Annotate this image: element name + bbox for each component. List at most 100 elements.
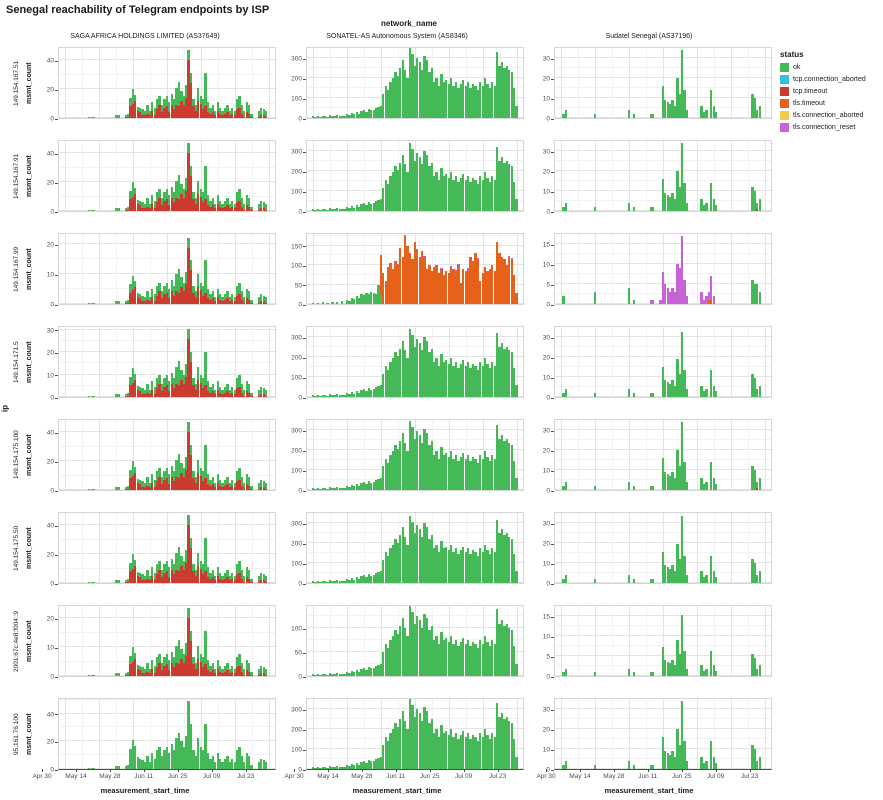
- bar-segment-ok: [336, 114, 339, 118]
- bar-segment-ok: [481, 86, 484, 118]
- bar: [454, 639, 458, 676]
- x-axis-column-1: Apr 30 May 14 May 28 Jun 11 Jun 25 Jul 09 Jul …: [32, 769, 254, 785]
- bar-segment-ok: [319, 395, 322, 397]
- bar-segment-tcp.timeout: [233, 115, 236, 118]
- bar: [382, 745, 385, 769]
- bar-segment-ok: [714, 763, 718, 769]
- y-tick-label: 30: [542, 427, 550, 435]
- bar: [143, 110, 147, 118]
- bar-segment-ok: [714, 670, 718, 676]
- bar-segment-ok: [216, 102, 219, 111]
- bar-segment-ok: [175, 459, 178, 478]
- y-tick-labels: 0 10 20 30: [532, 140, 554, 216]
- facet-panel-r6c1: [58, 512, 276, 584]
- bar: [666, 474, 669, 490]
- bar: [168, 381, 171, 397]
- bar-segment-ok: [683, 370, 686, 397]
- bar: [498, 252, 501, 304]
- bar-segment-ok: [175, 366, 178, 385]
- bar-segment-ok: [143, 110, 147, 116]
- bar: [129, 562, 132, 583]
- bar-segment-ok: [321, 673, 324, 676]
- bar-segment-ok: [345, 114, 349, 118]
- bar-segment-ok: [231, 200, 234, 207]
- bar: [139, 200, 142, 211]
- bar: [326, 209, 329, 211]
- bar: [437, 458, 441, 490]
- bar-segment-tcp.timeout: [235, 481, 239, 490]
- bar: [714, 205, 718, 211]
- bar: [652, 486, 655, 490]
- bar-segment-ok: [447, 550, 450, 583]
- bar-segment-ok: [433, 176, 436, 211]
- bar-segment-ok: [474, 365, 477, 397]
- bar: [649, 486, 652, 490]
- bar-segment-ok: [394, 72, 397, 118]
- y-tick-label: 5: [546, 281, 550, 289]
- gridline: [561, 513, 563, 583]
- bar-segment-ok: [126, 578, 130, 582]
- gridline: [561, 606, 563, 676]
- bar-segment-ok: [671, 659, 674, 676]
- bar: [326, 395, 329, 397]
- bar: [503, 162, 506, 211]
- bar-segment-ok: [564, 110, 568, 118]
- bar: [158, 747, 161, 769]
- bar: [131, 739, 135, 769]
- bar: [168, 474, 171, 490]
- bar: [564, 110, 568, 118]
- gridline: [747, 513, 749, 583]
- bar: [442, 454, 446, 490]
- bar: [168, 195, 171, 211]
- x-axis-title: measurement_start_time: [100, 786, 190, 795]
- gridline: [346, 513, 348, 583]
- bar: [396, 727, 400, 769]
- bar: [505, 439, 509, 490]
- bar-segment-ok: [139, 200, 142, 206]
- bar: [712, 665, 715, 676]
- bar: [153, 107, 156, 118]
- bar-segment-ok: [163, 657, 166, 666]
- bar-segment-ok: [343, 674, 346, 676]
- bar: [156, 192, 159, 211]
- bar-segment-tcp.timeout: [180, 379, 183, 397]
- x-tick-mark: [749, 769, 751, 772]
- bar: [177, 732, 181, 769]
- y-tick-mark: [303, 652, 306, 654]
- gridline: [346, 606, 348, 676]
- bar-segment-tls.timeout: [486, 270, 489, 304]
- bar: [758, 292, 761, 304]
- bar-segment-ok: [464, 86, 467, 118]
- gridline: [578, 327, 579, 397]
- bar: [362, 667, 366, 676]
- bar: [399, 625, 402, 676]
- bar: [202, 99, 205, 118]
- bar-segment-ok: [328, 766, 332, 769]
- bar: [705, 575, 708, 583]
- bar: [333, 209, 337, 211]
- bar-segment-ok: [348, 673, 351, 676]
- y-tick-label: 0: [50, 301, 54, 309]
- bar-segment-ok: [632, 207, 635, 211]
- gridline: [696, 420, 698, 490]
- bar: [338, 394, 341, 397]
- bar: [513, 88, 516, 118]
- bar-segment-tcp.timeout: [194, 575, 198, 583]
- bar-segment-ok: [488, 645, 492, 676]
- bar-segment-tcp.timeout: [143, 394, 147, 397]
- bar-segment-ok: [454, 454, 458, 490]
- bar: [751, 559, 754, 583]
- bar-segment-ok: [377, 479, 380, 490]
- bar: [233, 110, 236, 118]
- bar-segment-ok: [496, 52, 499, 118]
- bar: [408, 329, 412, 397]
- bar-segment-ok: [714, 484, 718, 490]
- bar: [420, 350, 424, 397]
- gridline: [363, 141, 365, 211]
- bar-segment-tcp.timeout: [160, 670, 164, 676]
- bar: [498, 439, 501, 490]
- bar: [496, 609, 499, 676]
- bar-segment-ok: [331, 673, 334, 676]
- bar: [93, 116, 96, 118]
- bar-segment-ok: [488, 181, 492, 211]
